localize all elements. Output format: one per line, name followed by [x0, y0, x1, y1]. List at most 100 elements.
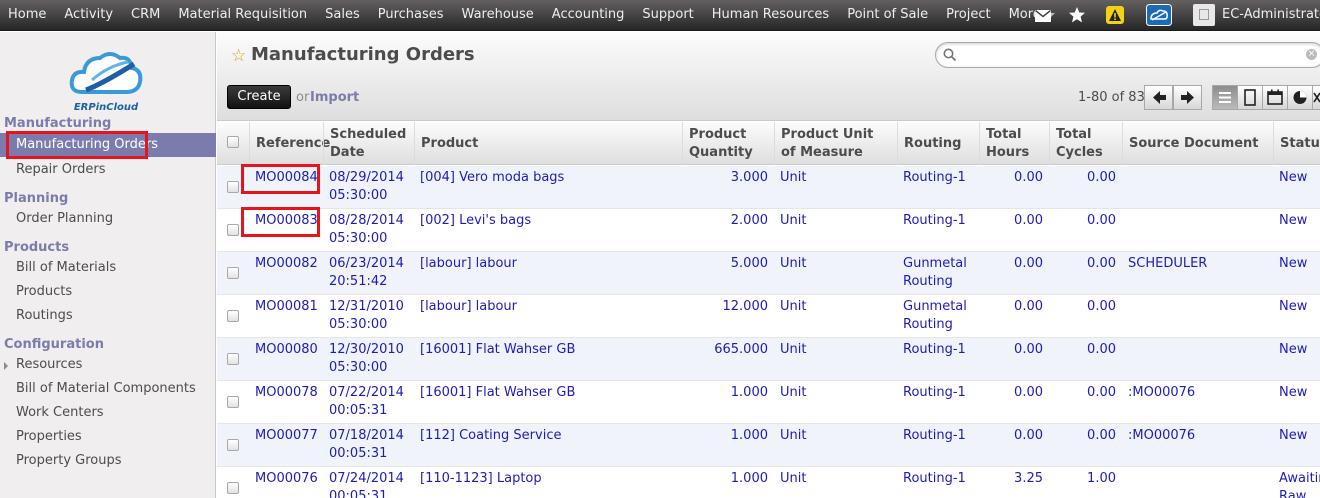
import-link[interactable]: Import: [310, 90, 360, 105]
cloud-app-icon[interactable]: [1146, 4, 1172, 26]
cell-product-uom[interactable]: Unit: [780, 213, 807, 228]
cell-product[interactable]: [16001] Flat Wahser GB: [420, 342, 576, 357]
cell-product-uom[interactable]: Unit: [780, 342, 807, 357]
table-row[interactable]: MO00077 07/18/2014 00:05:31 [112] Coating S…: [217, 424, 1320, 467]
cell-product-uom[interactable]: Unit: [780, 256, 807, 271]
graph-view-button[interactable]: [1287, 85, 1313, 110]
cell-routing[interactable]: Gunmetal Routing: [903, 255, 967, 291]
cell-reference[interactable]: MO00080: [255, 342, 318, 357]
clear-search-icon[interactable]: ×: [1306, 49, 1317, 60]
pager-next-button[interactable]: [1173, 85, 1202, 110]
more-views-button[interactable]: [1312, 85, 1320, 110]
menu-crm[interactable]: CRM: [131, 7, 161, 22]
search-input[interactable]: [960, 46, 1300, 64]
table-row[interactable]: MO00076 07/24/2014 00:05:31 [110-1123] Lapt…: [217, 467, 1320, 498]
menu-accounting[interactable]: Accounting: [551, 7, 625, 22]
sidebar-item-manufacturing-orders[interactable]: Manufacturing Orders: [0, 133, 216, 157]
cell-routing[interactable]: Routing-1: [903, 427, 966, 445]
cell-routing[interactable]: Routing-1: [903, 470, 966, 488]
menu-home[interactable]: Home: [8, 7, 47, 22]
table-row[interactable]: MO00083 08/28/2014 05:30:00 [002] Levi's ba…: [217, 209, 1320, 252]
menu-point-of-sale[interactable]: Point of Sale: [847, 7, 929, 22]
sidebar-item-resources[interactable]: Resources: [16, 357, 83, 372]
row-checkbox[interactable]: [227, 181, 239, 193]
table-row[interactable]: MO00080 12/30/2010 05:30:00 [16001] Flat Wa…: [217, 338, 1320, 381]
menu-activity[interactable]: Activity: [64, 7, 114, 22]
list-view-button[interactable]: [1212, 85, 1238, 110]
cell-routing[interactable]: Routing-1: [903, 341, 966, 359]
company-logo[interactable]: ERPinCloud: [68, 46, 144, 118]
avatar[interactable]: [1193, 4, 1215, 26]
cell-product-uom[interactable]: Unit: [780, 170, 807, 185]
row-checkbox[interactable]: [227, 310, 239, 322]
pager-previous-button[interactable]: [1144, 85, 1173, 110]
table-row[interactable]: MO00078 07/22/2014 00:05:31 [16001] Flat Wa…: [217, 381, 1320, 424]
search-box[interactable]: ×: [935, 42, 1320, 68]
column-total-hours[interactable]: Total Hours: [979, 122, 1049, 165]
cell-reference[interactable]: MO00084: [255, 170, 318, 185]
cell-product-uom[interactable]: Unit: [780, 299, 807, 314]
row-checkbox[interactable]: [227, 439, 239, 451]
cell-product-uom[interactable]: Unit: [780, 428, 807, 443]
column-routing[interactable]: Routing: [897, 122, 979, 165]
row-checkbox[interactable]: [227, 224, 239, 236]
favorite-star-icon[interactable]: ☆: [231, 46, 247, 66]
row-checkbox[interactable]: [227, 396, 239, 408]
column-product-quantity[interactable]: Product Quantity: [682, 122, 774, 165]
cell-routing[interactable]: Routing-1: [903, 169, 966, 187]
menu-material-requisition[interactable]: Material Requisition: [178, 7, 308, 22]
sidebar-item-repair-orders[interactable]: Repair Orders: [16, 162, 106, 177]
cell-product[interactable]: [112] Coating Service: [420, 428, 562, 443]
cell-product[interactable]: [002] Levi's bags: [420, 213, 532, 228]
menu-purchases[interactable]: Purchases: [377, 7, 444, 22]
pager-value[interactable]: 1-80 of 83: [1078, 90, 1145, 105]
cell-reference[interactable]: MO00077: [255, 428, 318, 443]
menu-project[interactable]: Project: [946, 7, 991, 22]
column-scheduled-date[interactable]: Scheduled Date: [323, 122, 414, 165]
cell-product[interactable]: [16001] Flat Wahser GB: [420, 385, 576, 400]
cell-reference[interactable]: MO00081: [255, 299, 318, 314]
column-reference[interactable]: Reference: [249, 122, 330, 165]
create-button[interactable]: Create: [227, 85, 291, 109]
column-product[interactable]: Product: [414, 122, 682, 165]
row-checkbox[interactable]: [227, 267, 239, 279]
user-menu[interactable]: EC-Administrator: [1222, 7, 1320, 22]
sidebar-item-bom-components[interactable]: Bill of Material Components: [16, 381, 196, 396]
cell-routing[interactable]: Routing-1: [903, 212, 966, 230]
table-row[interactable]: MO00081 12/31/2010 05:30:00 [labour] labour…: [217, 295, 1320, 338]
cell-product[interactable]: [labour] labour: [420, 256, 518, 271]
star-icon[interactable]: [1068, 6, 1086, 24]
menu-human-resources[interactable]: Human Resources: [711, 7, 830, 22]
sidebar-item-order-planning[interactable]: Order Planning: [16, 211, 114, 226]
row-checkbox[interactable]: [227, 353, 239, 365]
form-view-button[interactable]: [1237, 85, 1263, 110]
cell-reference[interactable]: MO00078: [255, 385, 318, 400]
sidebar-item-products[interactable]: Products: [16, 284, 73, 299]
sidebar-item-work-centers[interactable]: Work Centers: [16, 405, 104, 420]
calendar-view-button[interactable]: [1262, 85, 1288, 110]
cell-product[interactable]: [labour] labour: [420, 299, 518, 314]
menu-sales[interactable]: Sales: [325, 7, 360, 22]
cell-routing[interactable]: Routing-1: [903, 384, 966, 402]
menu-support[interactable]: Support: [642, 7, 694, 22]
cell-product[interactable]: [110-1123] Laptop: [420, 471, 542, 486]
table-row[interactable]: MO00082 06/23/2014 20:51:42 [labour] labour…: [217, 252, 1320, 295]
cell-product[interactable]: [004] Vero moda bags: [420, 170, 565, 185]
cell-routing[interactable]: Gunmetal Routing: [903, 298, 967, 334]
column-status[interactable]: Status: [1273, 122, 1320, 165]
menu-warehouse[interactable]: Warehouse: [461, 7, 534, 22]
cell-reference[interactable]: MO00076: [255, 471, 318, 486]
alert-icon[interactable]: [1106, 6, 1124, 24]
cell-reference[interactable]: MO00083: [255, 213, 318, 228]
sidebar-item-bill-of-materials[interactable]: Bill of Materials: [16, 260, 117, 275]
sidebar-item-properties[interactable]: Properties: [16, 429, 82, 444]
select-all-checkbox[interactable]: [227, 136, 239, 148]
expand-arrow-icon[interactable]: [4, 362, 8, 370]
column-total-cycles[interactable]: Total Cycles: [1049, 122, 1122, 165]
cell-product-uom[interactable]: Unit: [780, 385, 807, 400]
sidebar-item-property-groups[interactable]: Property Groups: [16, 453, 122, 468]
column-product-uom[interactable]: Product Unit of Measure: [774, 122, 897, 165]
row-checkbox[interactable]: [227, 482, 239, 494]
sidebar-item-routings[interactable]: Routings: [16, 308, 73, 323]
cell-reference[interactable]: MO00082: [255, 256, 318, 271]
